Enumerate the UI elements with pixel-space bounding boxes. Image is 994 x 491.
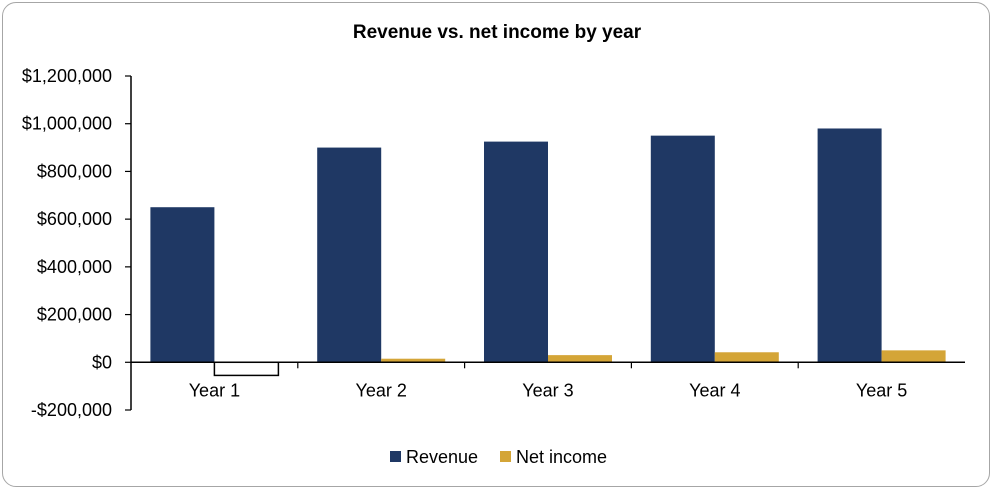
- bar-net-income: [714, 352, 779, 363]
- bar-revenue: [317, 147, 382, 363]
- y-tick-label: $1,000,000: [22, 114, 112, 134]
- y-tick-label: $400,000: [37, 257, 112, 277]
- bar-net-income: [548, 355, 612, 363]
- y-tick-label: $0: [92, 352, 112, 372]
- x-tick-label: Year 4: [689, 380, 740, 400]
- legend-label: Net income: [516, 447, 607, 467]
- y-tick-label: $800,000: [37, 161, 112, 181]
- x-tick-label: Year 2: [356, 380, 407, 400]
- x-tick-label: Year 1: [189, 380, 240, 400]
- y-tick-label: $200,000: [37, 305, 112, 325]
- bar-net-income: [881, 350, 946, 363]
- y-axis: -$200,000 $0 $200,000 $400,000 $600,000 $800,…: [22, 66, 132, 420]
- bar-revenue: [650, 135, 715, 363]
- y-tick-label: $600,000: [37, 209, 112, 229]
- bars: [150, 128, 946, 377]
- y-tick-label: -$200,000: [31, 400, 112, 420]
- chart-title: Revenue vs. net income by year: [352, 22, 642, 43]
- y-tick-label: $1,200,000: [22, 66, 112, 86]
- legend: Revenue Net income: [390, 447, 607, 467]
- bar-net-income: [381, 358, 446, 363]
- bar-revenue: [817, 128, 882, 363]
- x-tick-label: Year 3: [522, 380, 573, 400]
- x-tick-label: Year 5: [856, 380, 907, 400]
- legend-swatch: [500, 451, 511, 462]
- bar-revenue: [150, 207, 215, 363]
- bar-revenue: [484, 141, 548, 363]
- bar-net-income: [213, 361, 280, 377]
- legend-label: Revenue: [406, 447, 478, 467]
- x-axis: Year 1 Year 2 Year 3 Year 4 Year 5: [131, 361, 965, 400]
- legend-swatch: [390, 451, 401, 462]
